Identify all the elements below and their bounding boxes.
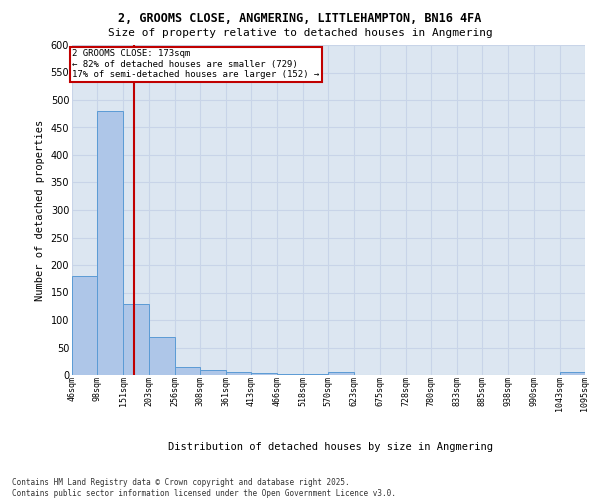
Bar — [226, 372, 251, 375]
Bar — [303, 374, 328, 375]
Text: 2, GROOMS CLOSE, ANGMERING, LITTLEHAMPTON, BN16 4FA: 2, GROOMS CLOSE, ANGMERING, LITTLEHAMPTO… — [118, 12, 482, 26]
Bar — [328, 372, 354, 375]
Bar — [175, 367, 200, 375]
Bar — [200, 370, 226, 375]
Bar — [560, 372, 585, 375]
Text: Distribution of detached houses by size in Angmering: Distribution of detached houses by size … — [167, 442, 493, 452]
Bar — [277, 374, 303, 375]
Bar — [97, 111, 124, 375]
Text: Contains HM Land Registry data © Crown copyright and database right 2025.
Contai: Contains HM Land Registry data © Crown c… — [12, 478, 396, 498]
Bar — [251, 374, 277, 375]
Text: Size of property relative to detached houses in Angmering: Size of property relative to detached ho… — [107, 28, 493, 38]
Bar — [124, 304, 149, 375]
Bar — [72, 276, 97, 375]
Text: 2 GROOMS CLOSE: 173sqm
← 82% of detached houses are smaller (729)
17% of semi-de: 2 GROOMS CLOSE: 173sqm ← 82% of detached… — [73, 50, 320, 79]
Y-axis label: Number of detached properties: Number of detached properties — [35, 120, 45, 300]
Bar — [149, 336, 175, 375]
